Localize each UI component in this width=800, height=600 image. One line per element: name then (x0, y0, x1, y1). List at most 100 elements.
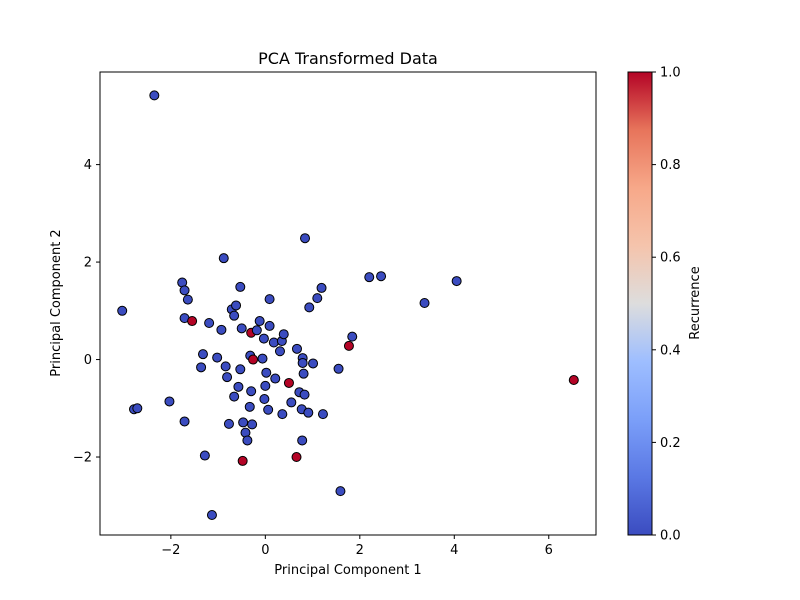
data-point (270, 373, 281, 384)
y-tick-label: 2 (84, 256, 92, 271)
colorbar-tick-label: 1.0 (660, 66, 681, 81)
colorbar: 0.0 0.2 0.4 0.6 0.8 1.0 Recurrence (627, 66, 703, 544)
data-point (297, 357, 308, 368)
data-point (291, 343, 302, 354)
colorbar-tick-label: 0.2 (660, 436, 681, 451)
x-tick-label: 2 (356, 543, 364, 558)
data-point (164, 396, 175, 407)
data-point (264, 294, 275, 305)
data-point (364, 272, 375, 283)
data-points (117, 90, 579, 521)
data-point (235, 364, 246, 375)
data-point (197, 349, 208, 360)
data-point (277, 409, 288, 420)
y-tick-label: −2 (73, 451, 92, 466)
data-point (182, 294, 193, 305)
data-point (179, 285, 190, 296)
data-point (246, 386, 257, 397)
data-point (251, 325, 262, 336)
colorbar-label: Recurrence (688, 266, 703, 339)
data-point (117, 305, 128, 316)
data-point (216, 324, 227, 335)
colorbar-ticks: 0.0 0.2 0.4 0.6 0.8 1.0 (652, 66, 681, 544)
data-point (300, 233, 311, 244)
data-point (196, 362, 207, 373)
colorbar-gradient (627, 71, 653, 536)
y-axis-ticks: −2 0 2 4 (73, 158, 100, 466)
data-point (261, 367, 272, 378)
data-point (419, 298, 430, 309)
data-point (263, 404, 274, 415)
data-point (229, 391, 240, 402)
data-point (347, 331, 358, 342)
colorbar-tick-label: 0.4 (660, 343, 681, 358)
data-point (132, 403, 143, 414)
data-point (376, 271, 387, 282)
data-point (187, 316, 198, 327)
data-point (229, 310, 240, 321)
data-point (218, 253, 229, 264)
data-point (247, 419, 258, 430)
x-tick-label: 4 (450, 543, 458, 558)
data-point (298, 368, 309, 379)
data-point (568, 375, 579, 386)
data-point (299, 389, 310, 400)
colorbar-tick-label: 0.8 (660, 158, 681, 173)
data-point (291, 452, 302, 463)
data-point (199, 450, 210, 461)
data-point (335, 486, 346, 497)
data-point (333, 363, 344, 374)
data-point (237, 455, 248, 466)
data-point (235, 281, 246, 292)
data-point (312, 293, 323, 304)
x-axis-label: Principal Component 1 (274, 563, 421, 578)
plot-frame (99, 71, 597, 536)
chart-title: PCA Transformed Data (258, 49, 438, 68)
y-tick-label: 4 (84, 158, 92, 173)
data-point (343, 340, 354, 351)
data-point (248, 354, 259, 365)
data-point (254, 316, 265, 327)
data-point (286, 397, 297, 408)
data-point (308, 358, 319, 369)
data-point (274, 346, 285, 357)
data-point (303, 407, 314, 418)
data-point (260, 380, 271, 391)
colorbar-tick-label: 0.6 (660, 251, 681, 266)
data-point (179, 416, 190, 427)
data-point (244, 401, 255, 412)
x-axis-ticks: −2 0 2 4 6 (161, 535, 553, 558)
y-tick-label: 0 (84, 353, 92, 368)
data-point (257, 353, 268, 364)
x-tick-label: −2 (161, 543, 180, 558)
data-point (220, 361, 231, 372)
data-point (222, 372, 233, 383)
data-point (204, 317, 215, 328)
x-tick-label: 6 (545, 543, 553, 558)
data-point (451, 276, 462, 287)
data-point (259, 394, 270, 405)
data-point (238, 417, 249, 428)
data-point (223, 418, 234, 429)
data-point (149, 90, 160, 101)
data-point (233, 381, 244, 392)
y-axis-label: Principal Component 2 (49, 229, 64, 376)
data-point (264, 320, 275, 331)
data-point (278, 329, 289, 340)
data-point (212, 352, 223, 363)
plot-area: −2 0 2 4 6 −2 0 2 4 (73, 71, 597, 558)
data-point (268, 337, 279, 348)
data-point (283, 377, 294, 388)
data-point (304, 302, 315, 313)
x-tick-label: 0 (261, 543, 269, 558)
data-point (231, 300, 242, 311)
data-point (317, 409, 328, 420)
data-point (236, 323, 247, 334)
data-point (258, 333, 269, 344)
colorbar-tick-label: 0.0 (660, 529, 681, 544)
data-point (297, 435, 308, 446)
data-point (316, 282, 327, 293)
data-point (242, 435, 253, 446)
data-point (206, 510, 217, 521)
